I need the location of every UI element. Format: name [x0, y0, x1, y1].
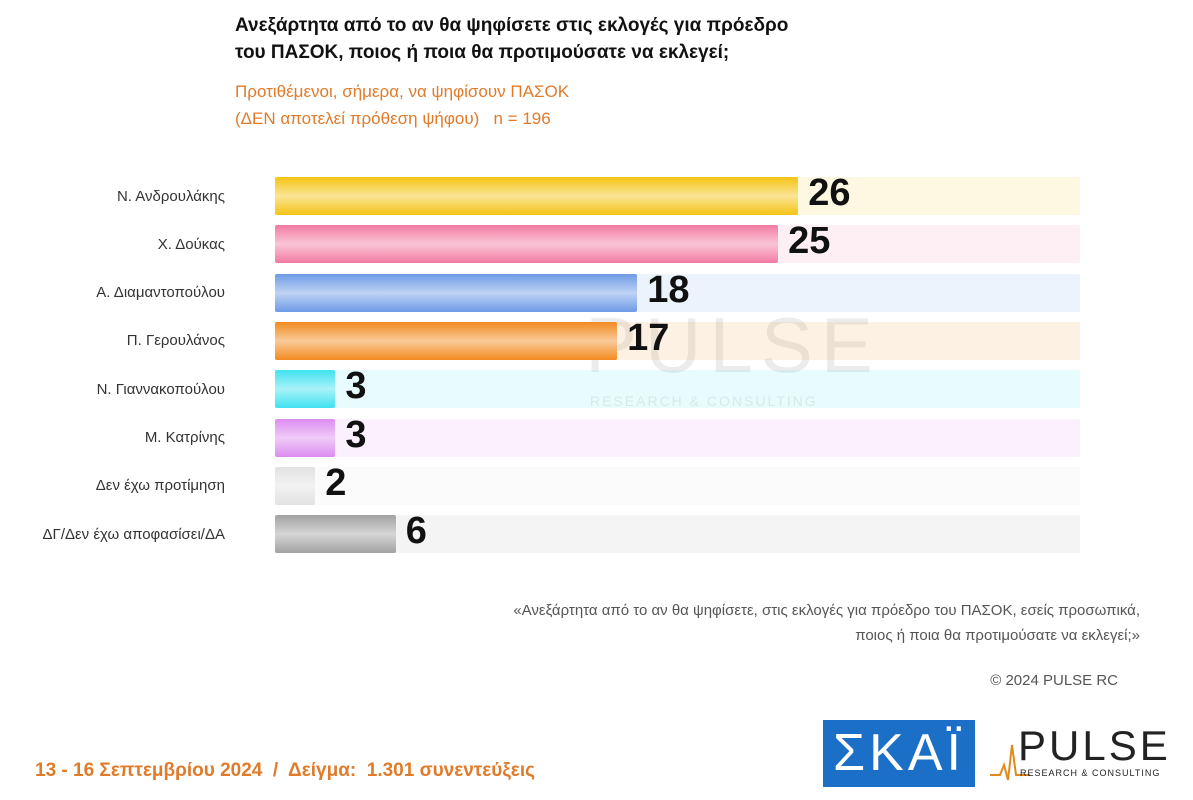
category-label: Π. Γερουλάνος	[126, 332, 225, 350]
skai-logo: ΣΚΑΪ	[823, 720, 975, 787]
subtitle: Προτιθέμενοι, σήμερα, να ψηφίσουν ΠΑΣΟΚ …	[235, 78, 569, 132]
title-line: Ανεξάρτητα από το αν θα ψηφίσετε στις εκ…	[235, 15, 789, 36]
category-label: Χ. Δούκας	[157, 235, 225, 253]
value-label: 3	[345, 413, 367, 456]
watermark: PULSE	[585, 301, 881, 389]
bar	[275, 466, 316, 505]
value-label: 2	[325, 461, 347, 504]
bar	[275, 515, 396, 554]
bar	[275, 273, 638, 312]
value-label: 26	[808, 172, 851, 214]
bar-track	[275, 370, 1080, 409]
bar	[275, 418, 336, 457]
pulse-tagline: RESEARCH & CONSULTING	[1020, 768, 1161, 778]
value-label: 6	[405, 510, 427, 553]
footnote: «Ανεξάρτητα από το αν θα ψηφίσετε, στις …	[513, 598, 1140, 648]
bar	[275, 321, 618, 360]
category-label: Μ. Κατρίνης	[144, 429, 225, 446]
category-label: ΔΓ/Δεν έχω αποφασίσει/ΔΑ	[42, 525, 225, 543]
copyright: © 2024 PULSE RC	[990, 672, 1118, 689]
title-line: του ΠΑΣΟΚ, ποιος ή ποια θα προτιμούσατε …	[235, 42, 730, 63]
bar	[275, 225, 779, 264]
footnote-line: «Ανεξάρτητα από το αν θα ψηφίσετε, στις …	[513, 602, 1140, 619]
subtitle-line: Προτιθέμενοι, σήμερα, να ψηφίσουν ΠΑΣΟΚ	[235, 82, 570, 101]
value-label: 17	[627, 316, 670, 359]
title: Ανεξάρτητα από το αν θα ψηφίσετε στις εκ…	[235, 12, 788, 66]
pulse-logo: PULSE	[1018, 722, 1171, 769]
value-label: 25	[788, 220, 831, 263]
bar-track	[275, 466, 1080, 505]
footnote-line: ποιος ή ποια θα προτιμούσατε να εκλεγεί;…	[855, 627, 1140, 644]
category-label: Ν. Ανδρουλάκης	[116, 187, 225, 205]
value-label: 18	[647, 268, 690, 311]
bar-track	[275, 515, 1080, 554]
value-label: 3	[345, 365, 367, 408]
category-label: Ν. Γιαννακοπούλου	[96, 380, 225, 398]
subtitle-line: (ΔΕΝ αποτελεί πρόθεση ψήφου) n = 196	[235, 109, 551, 128]
bar-track	[275, 418, 1080, 457]
watermark: RESEARCH & CONSULTING	[590, 393, 818, 409]
category-label: Δεν έχω προτίμηση	[95, 477, 225, 495]
bar	[275, 177, 799, 215]
pulse-icon	[990, 744, 1030, 781]
bar	[275, 370, 336, 409]
category-label: Α. Διαμαντοπούλου	[96, 284, 225, 302]
date-line: 13 - 16 Σεπτεμβρίου 2024 / Δείγμα: 1.301…	[35, 760, 535, 781]
